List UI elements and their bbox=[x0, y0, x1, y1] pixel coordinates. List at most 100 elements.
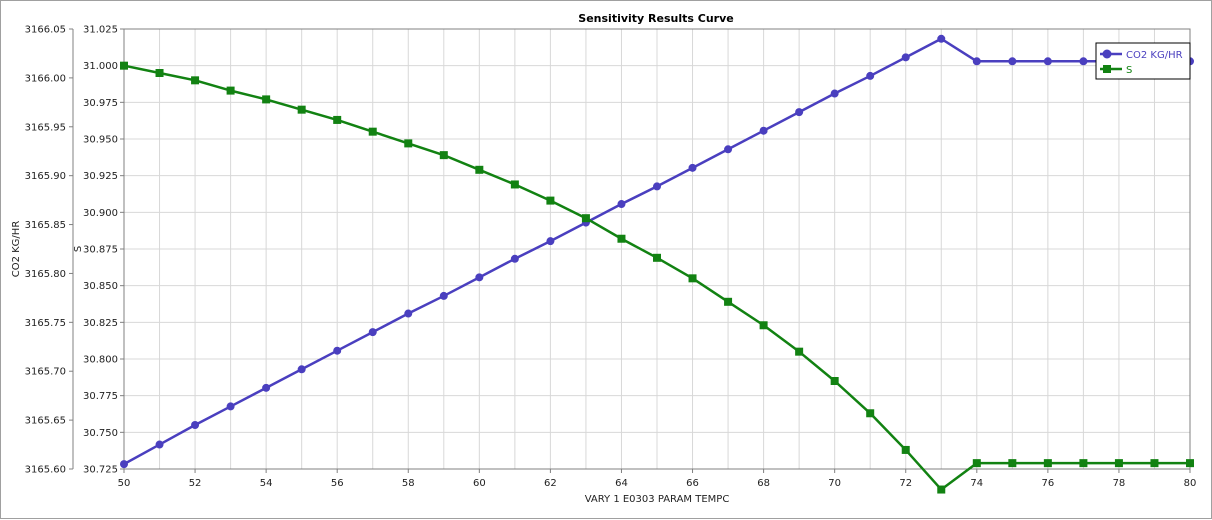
left-axis-tick-label: 3165.95 bbox=[25, 122, 66, 133]
x-axis-tick-label: 50 bbox=[118, 478, 131, 489]
data-point-co2 bbox=[937, 34, 946, 43]
legend-label-s: S bbox=[1126, 65, 1132, 76]
data-point-s bbox=[475, 165, 484, 174]
x-axis-tick-label: 72 bbox=[899, 478, 912, 489]
data-point-co2 bbox=[368, 328, 377, 337]
series-layer bbox=[120, 34, 1194, 494]
grid bbox=[124, 29, 1190, 469]
left-axis-tick-label: 3165.70 bbox=[25, 367, 66, 378]
left-axis-tick-label: 3165.65 bbox=[25, 416, 66, 427]
x-axis-tick-label: 64 bbox=[615, 478, 628, 489]
legend-label-co2: CO2 KG/HR bbox=[1126, 50, 1183, 61]
right-axis-tick-label: 30.900 bbox=[83, 208, 118, 219]
legend-marker-co2 bbox=[1102, 49, 1112, 59]
data-point-s bbox=[581, 214, 590, 223]
data-point-co2 bbox=[617, 200, 626, 209]
data-point-s bbox=[617, 234, 626, 243]
data-point-s bbox=[262, 95, 271, 104]
data-point-co2 bbox=[1008, 57, 1017, 66]
x-axis-tick-label: 58 bbox=[402, 478, 415, 489]
data-point-s bbox=[972, 459, 981, 468]
data-point-s bbox=[368, 127, 377, 136]
data-point-co2 bbox=[901, 53, 910, 62]
x-axis-tick-label: 54 bbox=[260, 478, 273, 489]
right-axis-tick-label: 30.925 bbox=[83, 171, 118, 182]
data-point-co2 bbox=[333, 346, 342, 355]
x-axis-tick-label: 76 bbox=[1041, 478, 1054, 489]
x-axis-tick-label: 62 bbox=[544, 478, 557, 489]
data-point-co2 bbox=[1043, 57, 1052, 66]
left-axis-tick-label: 3165.90 bbox=[25, 171, 66, 182]
data-point-co2 bbox=[155, 440, 164, 449]
legend-box bbox=[1095, 42, 1191, 80]
x-axis-tick-label: 56 bbox=[331, 478, 344, 489]
data-point-co2 bbox=[688, 163, 697, 172]
left-y-axis: 3165.60 3165.65 3165.70 3165.75 3165.80 3165.… bbox=[25, 25, 74, 476]
data-point-s bbox=[333, 115, 342, 124]
data-point-co2 bbox=[439, 291, 448, 300]
left-axis-tick-label: 3166.05 bbox=[25, 25, 66, 36]
x-axis-tick-label: 52 bbox=[189, 478, 202, 489]
data-point-s bbox=[1186, 459, 1194, 468]
right-axis-tick-label: 30.775 bbox=[83, 391, 118, 402]
data-point-s bbox=[404, 139, 413, 148]
x-axis-tick-label: 80 bbox=[1184, 478, 1197, 489]
data-point-co2 bbox=[191, 421, 200, 429]
right-y-axis: 30.725 30.750 30.775 30.800 30.825 30.850 30.8… bbox=[83, 25, 124, 476]
left-axis-tick-label: 3166.00 bbox=[25, 73, 66, 84]
data-point-s bbox=[439, 151, 448, 160]
data-point-s bbox=[191, 76, 200, 85]
data-point-co2 bbox=[226, 402, 235, 411]
data-point-co2 bbox=[546, 237, 555, 246]
x-axis-tick-label: 60 bbox=[473, 478, 486, 489]
data-point-s bbox=[901, 445, 910, 454]
right-axis-tick-label: 30.825 bbox=[83, 318, 118, 329]
data-point-co2 bbox=[795, 108, 804, 117]
data-point-s bbox=[688, 274, 697, 283]
data-point-co2 bbox=[1079, 57, 1088, 66]
legend: CO2 KG/HR S bbox=[1095, 42, 1191, 80]
data-point-co2 bbox=[830, 89, 839, 98]
x-axis-tick-label: 66 bbox=[686, 478, 699, 489]
data-point-s bbox=[759, 321, 768, 330]
data-point-s bbox=[1150, 459, 1159, 468]
x-axis-tick-label: 74 bbox=[970, 478, 983, 489]
data-point-s bbox=[866, 409, 875, 418]
legend-marker-s bbox=[1103, 65, 1111, 73]
data-point-co2 bbox=[404, 309, 413, 318]
data-point-s bbox=[1043, 459, 1052, 468]
data-point-s bbox=[830, 377, 839, 385]
x-axis-tick-label: 68 bbox=[757, 478, 770, 489]
data-point-co2 bbox=[262, 383, 271, 392]
x-axis-tick-label: 70 bbox=[828, 478, 841, 489]
right-axis-tick-label: 30.875 bbox=[83, 245, 118, 256]
left-axis-tick-label: 3165.75 bbox=[25, 318, 66, 329]
data-point-co2 bbox=[297, 365, 306, 374]
x-axis-label: VARY 1 E0303 PARAM TEMPC bbox=[585, 494, 730, 505]
data-point-co2 bbox=[653, 182, 661, 191]
data-point-co2 bbox=[972, 57, 981, 66]
left-axis-tick-label: 3165.60 bbox=[25, 465, 66, 476]
data-point-s bbox=[546, 196, 555, 205]
data-point-s bbox=[724, 297, 733, 306]
x-axis-tick-label: 78 bbox=[1113, 478, 1126, 489]
x-axis: 50 52 54 56 58 60 62 64 66 68 70 72 74 76 78 80 bbox=[118, 469, 1197, 489]
data-point-s bbox=[1079, 459, 1088, 468]
chart-title: Sensitivity Results Curve bbox=[578, 12, 733, 25]
left-axis-tick-label: 3165.85 bbox=[25, 220, 66, 231]
data-point-s bbox=[155, 69, 164, 77]
data-point-s bbox=[937, 485, 946, 494]
data-point-co2 bbox=[724, 145, 733, 154]
right-axis-tick-label: 30.975 bbox=[83, 98, 118, 109]
data-point-s bbox=[795, 347, 804, 356]
data-point-s bbox=[297, 105, 306, 114]
right-axis-tick-label: 30.725 bbox=[83, 465, 118, 476]
data-point-co2 bbox=[475, 273, 484, 282]
data-point-s bbox=[510, 180, 519, 189]
data-point-co2 bbox=[510, 254, 519, 263]
right-axis-tick-label: 31.000 bbox=[83, 61, 118, 72]
data-point-co2 bbox=[759, 126, 768, 135]
right-axis-tick-label: 30.950 bbox=[83, 135, 118, 146]
